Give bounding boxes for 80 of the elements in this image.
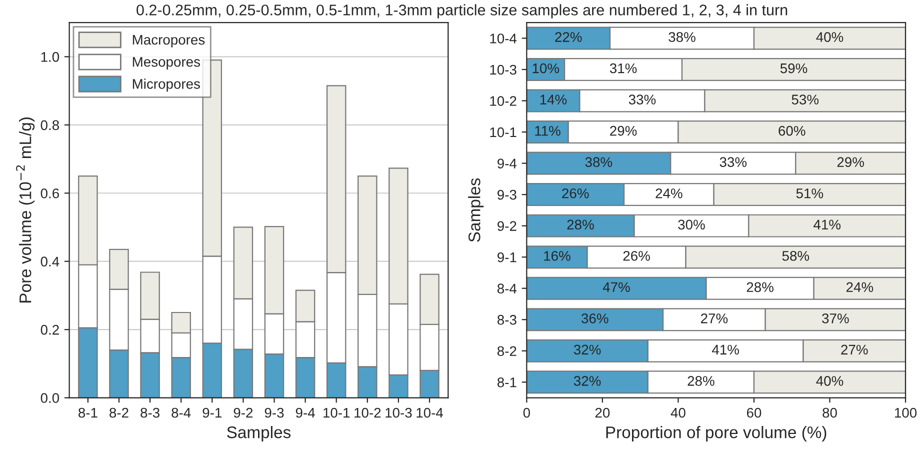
data-label: 31% (610, 63, 637, 74)
data-label: 27% (841, 344, 868, 355)
y-tick-label: 0.6 (40, 188, 59, 198)
x-tick-label: 9-2 (234, 408, 253, 418)
y-tick-label: 8-3 (497, 314, 516, 325)
data-label: 41% (712, 344, 739, 355)
y-tick-label: 10-1 (490, 127, 516, 138)
data-label: 28% (746, 282, 774, 292)
data-label: 28% (688, 376, 714, 386)
x-tick-label: 10-3 (386, 408, 412, 418)
data-label: 40% (816, 376, 844, 386)
x-tick-label: 8-3 (140, 408, 160, 418)
data-label: 24% (846, 282, 874, 292)
x-tick-label: 60 (746, 408, 762, 418)
data-label: 30% (678, 220, 705, 230)
data-label: 51% (796, 188, 824, 198)
x-axis-title: Proportion of pore volume (%) (606, 426, 826, 442)
data-label: 14% (540, 94, 567, 104)
legend-label: Micropores (132, 78, 200, 92)
x-tick-label: 8-1 (78, 408, 98, 418)
y-tick-label: 8-2 (497, 346, 516, 356)
x-axis-title: Samples (227, 426, 291, 442)
data-label: 37% (822, 313, 849, 324)
y-tick-label: 8-4 (497, 284, 517, 294)
x-tick-label: 9-4 (296, 408, 315, 418)
x-tick-label: 9-3 (264, 408, 284, 418)
data-label: 10% (532, 63, 560, 74)
data-label: 22% (555, 32, 582, 42)
data-label: 47% (602, 282, 630, 292)
y-tick-label: 9-2 (498, 221, 516, 231)
data-label: 28% (567, 220, 594, 230)
data-label: 16% (544, 250, 570, 261)
x-tick-label: 0 (523, 408, 530, 418)
x-tick-label: 8-2 (110, 408, 128, 418)
data-label: 32% (574, 344, 601, 355)
y-tick-label: 1.0 (41, 52, 60, 62)
data-label: 41% (814, 220, 841, 230)
data-label: 38% (585, 157, 612, 168)
y-tick-label: 9-4 (498, 158, 517, 168)
data-label: 53% (792, 94, 819, 104)
data-label: 38% (668, 32, 696, 42)
x-tick-label: 10-1 (324, 408, 350, 418)
y-tick-label: 0.8 (40, 120, 59, 130)
data-label: 11% (535, 126, 560, 136)
y-tick-label: 0.4 (40, 256, 60, 267)
data-label: 24% (656, 188, 682, 198)
data-label: 36% (582, 313, 608, 324)
x-tick-label: 8-4 (172, 408, 191, 418)
x-tick-label: 40 (670, 408, 686, 418)
y-tick-label: 9-3 (498, 190, 516, 200)
y-tick-label: 10-3 (490, 64, 516, 75)
y-tick-label: 10-2 (490, 96, 516, 106)
data-label: 29% (837, 157, 864, 168)
data-label: 58% (782, 250, 810, 261)
x-tick-label: 10-2 (354, 408, 381, 418)
data-label: 33% (628, 94, 656, 104)
data-label: 59% (780, 63, 808, 74)
chart-title: 0.2-0.25mm, 0.25-0.5mm, 0.5-1mm, 1-3mm particle size samples are numbered 1, 2, 3, 4 in turn (136, 4, 788, 18)
data-label: 32% (574, 376, 601, 386)
data-label: 26% (562, 188, 589, 198)
y-tick-label: 10-4 (490, 34, 517, 44)
x-tick-label: 80 (822, 408, 837, 418)
y-tick-label: 0.0 (40, 393, 60, 403)
y-axis-title: Pore volume (10$^{−2}$ mL/g) (16, 118, 35, 302)
y-axis-title: Samples (468, 178, 484, 242)
data-label: 27% (701, 313, 728, 324)
x-tick-label: 100 (894, 408, 917, 418)
data-label: 40% (816, 32, 844, 42)
y-tick-label: 8-1 (497, 377, 516, 388)
legend-label: Mesopores (132, 57, 200, 70)
y-tick-label: 9-1 (498, 252, 516, 262)
data-label: 26% (623, 250, 650, 261)
data-label: 33% (720, 157, 747, 168)
data-label: 60% (778, 126, 806, 136)
x-tick-label: 20 (595, 408, 610, 418)
y-tick-label: 0.2 (40, 324, 59, 335)
x-tick-label: 9-1 (202, 408, 222, 418)
x-tick-label: 10-4 (416, 408, 443, 418)
legend-label: Macropores (132, 34, 205, 48)
data-label: 29% (610, 126, 637, 136)
